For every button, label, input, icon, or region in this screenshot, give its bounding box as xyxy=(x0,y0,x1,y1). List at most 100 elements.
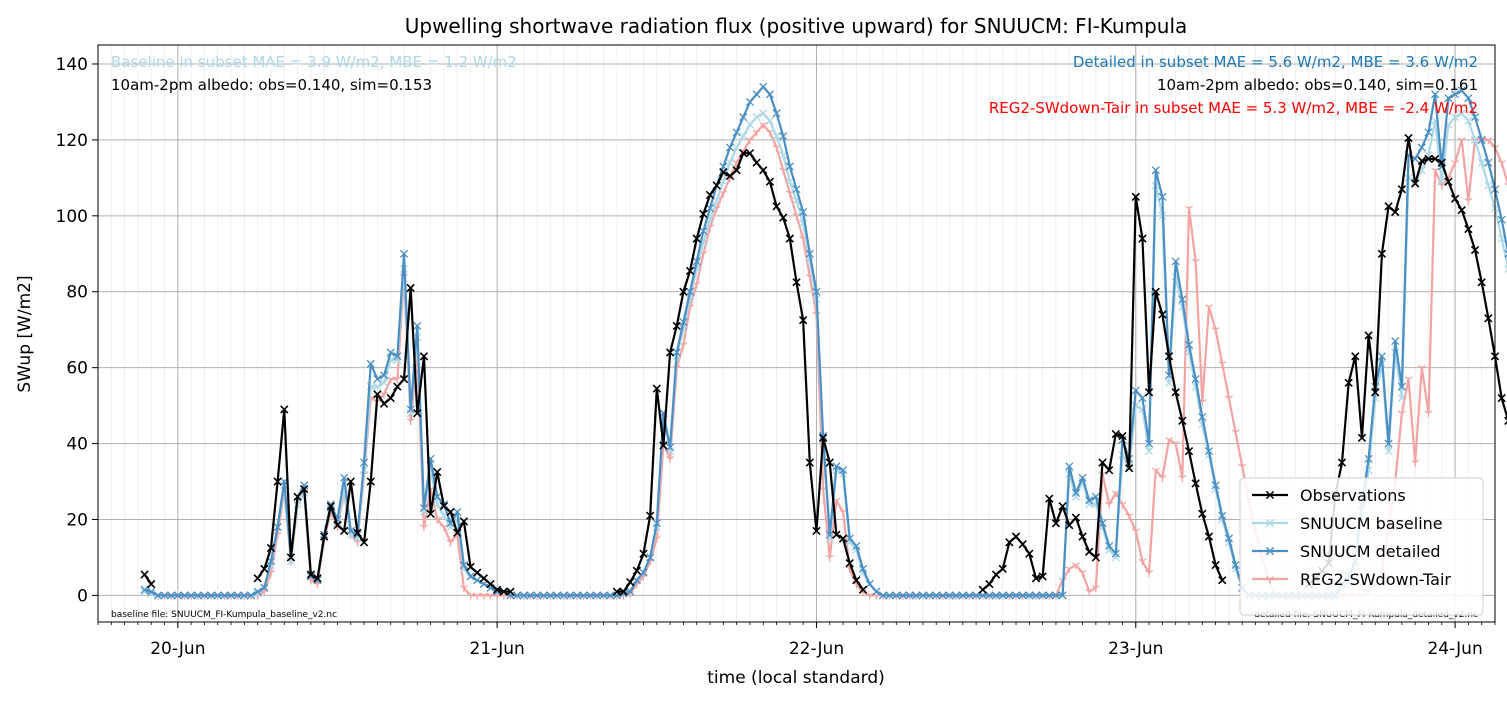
data-point xyxy=(213,591,222,600)
data-point xyxy=(453,528,462,537)
data-point xyxy=(1464,224,1473,234)
data-point xyxy=(293,492,302,501)
data-point xyxy=(779,213,788,222)
data-point xyxy=(406,409,415,418)
data-point xyxy=(799,207,808,217)
data-point xyxy=(260,583,269,592)
data-point xyxy=(1164,378,1174,387)
data-point xyxy=(406,418,415,426)
data-point xyxy=(845,534,854,543)
data-point xyxy=(1085,496,1094,505)
data-point xyxy=(1151,166,1160,175)
data-point xyxy=(692,234,701,243)
x-tick-label: 21-Jun xyxy=(470,639,525,659)
detailed-stats-annotation: Detailed in subset MAE = 5.6 W/m2, MBE =… xyxy=(1073,53,1478,71)
data-point xyxy=(1417,143,1426,152)
data-point xyxy=(532,591,542,600)
data-point xyxy=(672,348,681,357)
data-point xyxy=(1111,553,1120,562)
data-point xyxy=(645,511,655,520)
data-point xyxy=(1204,447,1214,456)
data-point xyxy=(459,585,468,593)
data-point xyxy=(892,591,901,600)
data-point xyxy=(140,585,149,594)
data-point xyxy=(1211,327,1220,334)
data-point xyxy=(1211,481,1220,490)
data-point xyxy=(626,577,635,587)
data-point xyxy=(346,477,355,486)
data-point xyxy=(1065,566,1074,574)
data-point xyxy=(1411,459,1420,467)
data-point xyxy=(1224,395,1233,403)
data-point xyxy=(852,542,861,551)
data-point xyxy=(599,591,608,600)
data-point xyxy=(839,466,848,475)
data-point xyxy=(1451,160,1460,167)
data-point xyxy=(1105,501,1114,509)
data-point xyxy=(918,591,927,600)
data-point xyxy=(180,591,189,600)
data-point xyxy=(1158,310,1167,319)
data-point xyxy=(1351,352,1360,361)
data-point xyxy=(1364,331,1373,340)
data-point xyxy=(286,553,296,562)
data-point xyxy=(832,462,841,471)
data-point xyxy=(1464,197,1473,205)
data-point xyxy=(1477,158,1486,167)
data-point xyxy=(925,591,934,600)
data-point xyxy=(632,576,641,585)
data-point xyxy=(207,591,216,600)
data-point xyxy=(1085,547,1094,556)
data-point xyxy=(825,554,834,562)
data-point xyxy=(725,171,735,181)
data-point xyxy=(1071,492,1080,501)
data-point xyxy=(1165,437,1174,444)
data-point xyxy=(1484,181,1493,190)
y-tick-label: 140 xyxy=(56,55,88,75)
data-point xyxy=(719,168,728,177)
data-point xyxy=(732,143,741,152)
data-point xyxy=(1131,192,1140,202)
data-point xyxy=(193,591,202,600)
data-point xyxy=(1397,185,1407,194)
reg2-stats-annotation: REG2-SWdown-Tair in subset MAE = 5.3 W/m… xyxy=(989,99,1478,117)
data-point xyxy=(406,283,415,293)
legend-box xyxy=(1239,477,1484,616)
data-point xyxy=(805,458,814,467)
data-point xyxy=(612,587,622,596)
data-point xyxy=(1384,202,1393,211)
data-point xyxy=(699,209,708,219)
data-point xyxy=(1457,205,1466,215)
data-point xyxy=(1391,337,1400,346)
data-point xyxy=(446,507,455,517)
data-point xyxy=(958,591,967,600)
data-point xyxy=(745,137,754,145)
data-point xyxy=(1091,492,1100,501)
data-point xyxy=(1171,257,1180,266)
data-point xyxy=(433,516,442,524)
legend-entries: Observations SNUUCM baseline SNUUCM detail… xyxy=(1252,486,1451,589)
data-point xyxy=(1191,479,1200,488)
data-point xyxy=(1231,560,1240,570)
data-point xyxy=(792,278,801,287)
data-point xyxy=(1005,591,1014,600)
data-point xyxy=(306,572,315,581)
data-point xyxy=(1085,500,1094,509)
data-point xyxy=(692,257,701,266)
data-point xyxy=(905,591,914,600)
data-point xyxy=(1424,154,1433,164)
data-point xyxy=(1071,488,1080,497)
data-point xyxy=(685,266,695,276)
data-point xyxy=(938,591,947,600)
data-point xyxy=(745,97,754,107)
data-point xyxy=(812,287,821,296)
data-point xyxy=(759,82,768,91)
legend-marker xyxy=(1265,576,1275,584)
data-point xyxy=(1504,416,1507,425)
data-point xyxy=(1111,429,1120,439)
data-point xyxy=(439,524,448,532)
data-point xyxy=(1451,90,1460,99)
data-point xyxy=(785,162,794,171)
y-tick-label: 60 xyxy=(66,359,88,379)
